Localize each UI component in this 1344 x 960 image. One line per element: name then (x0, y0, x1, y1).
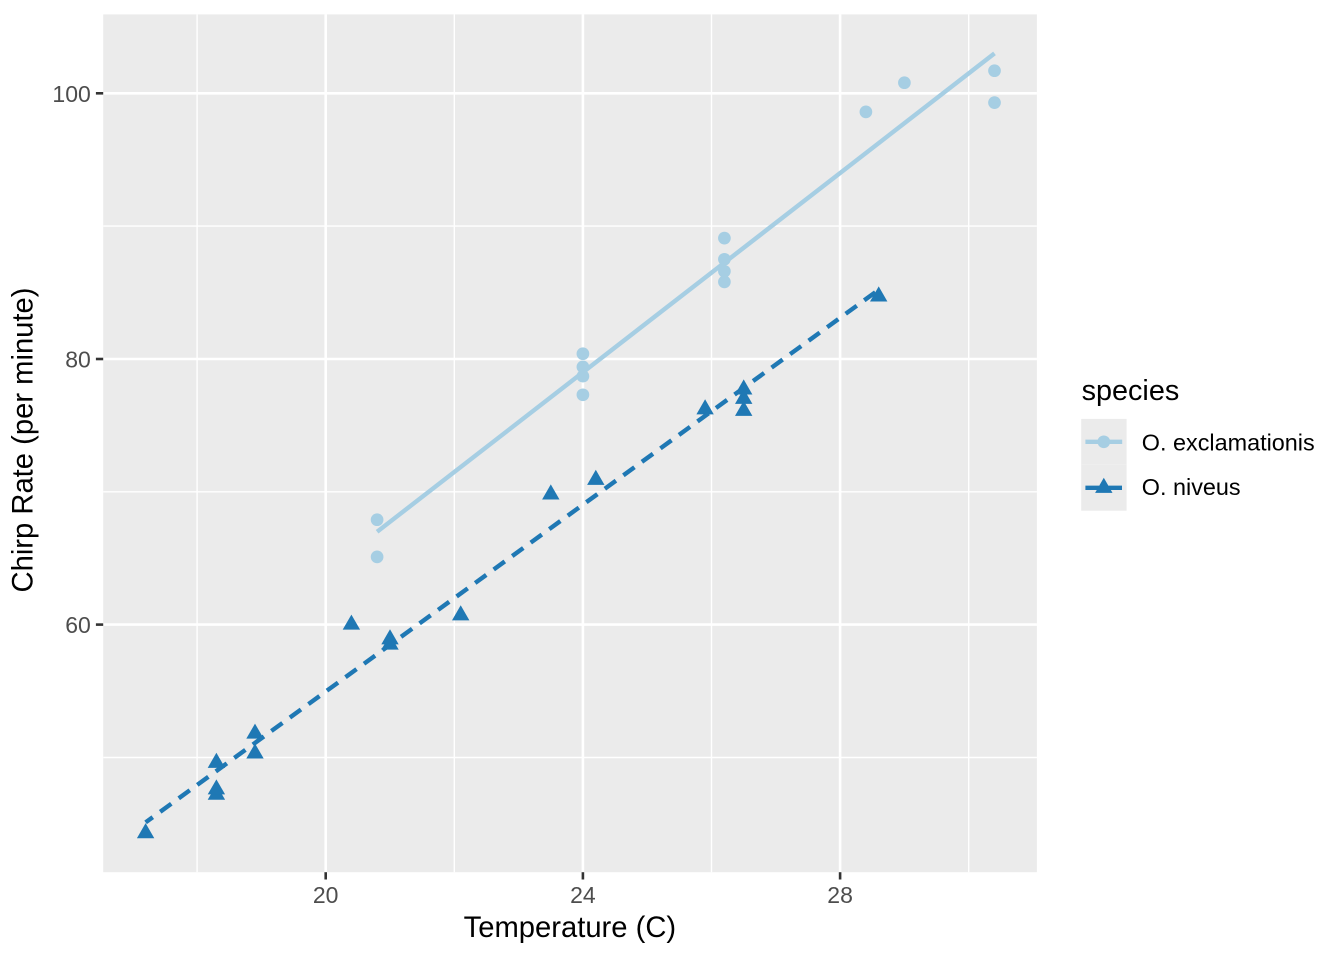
svg-text:O. exclamationis: O. exclamationis (1142, 430, 1315, 456)
svg-text:100: 100 (52, 81, 90, 107)
svg-text:Chirp Rate (per minute): Chirp Rate (per minute) (8, 288, 40, 593)
svg-text:Temperature (C): Temperature (C) (464, 912, 676, 944)
svg-text:80: 80 (65, 347, 91, 373)
svg-text:24: 24 (570, 882, 596, 908)
svg-text:60: 60 (65, 612, 91, 638)
svg-text:species: species (1082, 375, 1180, 407)
svg-text:28: 28 (827, 882, 853, 908)
svg-text:O. niveus: O. niveus (1142, 474, 1241, 500)
svg-text:20: 20 (313, 882, 339, 908)
